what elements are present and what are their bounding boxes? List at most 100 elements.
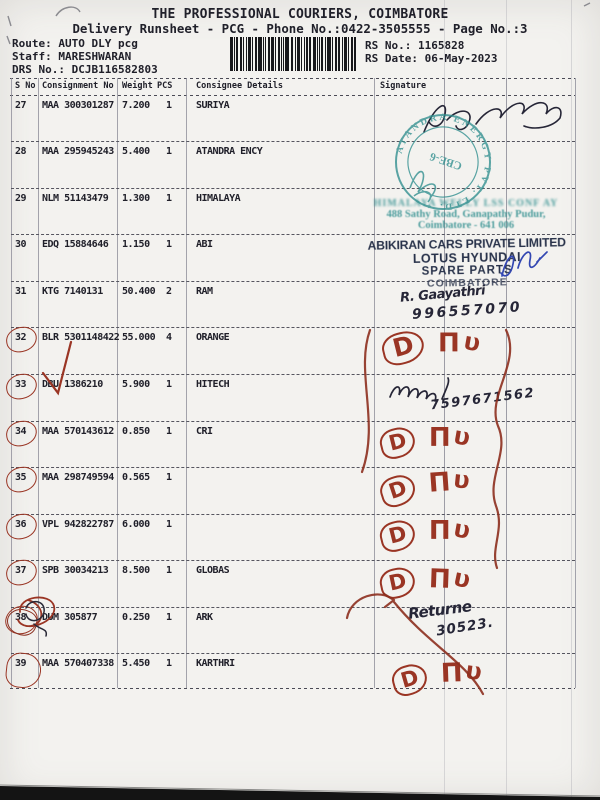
table-rows: 27 MAA 300301287 7.200 1 SURIYA 28 MAA 2959452… [11,96,575,701]
table-vline [186,78,187,688]
cell-consignee: KARTHRI [196,658,235,670]
cell-weight: 0.565 [122,472,150,484]
barcode [230,37,356,71]
scan-fold-line [571,0,572,800]
cell-signature: D Πυ [374,654,575,700]
table-row: 37 SPB 30034213 8.500 1 GLOBAS D Πυ [11,560,575,607]
cell-consignee: ABI [196,239,213,251]
cell-weight: 55.000 [122,332,156,344]
table-vline [575,78,576,688]
cell-consignment-no: MAA 300301287 [42,99,114,111]
cell-sno: 34 [15,425,27,437]
col-sno: S No [15,81,36,91]
cell-consignment-no: MAA 298749594 [42,472,114,484]
table-vline [444,78,445,688]
cell-consignment-no: DBU 1386210 [42,378,103,390]
col-signature: Signature [380,81,427,91]
cell-sno: 33 [15,378,27,390]
address-stamp-illegible-line: HIMALAYA WELLY LSS CONF AY [373,198,559,209]
cell-consignee: HIMALAYA [196,192,241,204]
drs-no-label: DRS No.: DCJB116582803 [12,63,158,76]
rs-date-label: RS Date: 06-May-2023 [365,52,498,65]
cell-pcs: 1 [166,425,172,437]
delivered-dtiv-mark: D Πυ [378,323,482,369]
cell-consignee: HITECH [196,378,230,390]
cell-consignment-no: KTG 7140131 [42,285,103,297]
table-vline [38,78,39,688]
cell-sno: 38 [15,611,27,623]
table-row: 34 MAA 570143612 0.850 1 CRI D Πυ [11,420,575,468]
cell-signature: D Πυ [374,465,575,514]
cell-weight: 8.500 [122,565,150,577]
table-row: 33 DBU 1386210 5.900 1 HITECH 7597671562 [11,373,575,421]
cell-pcs: 1 [166,565,172,577]
cell-signature: Returne 30523. [374,597,575,654]
address-stamp-city: Coimbatore - 641 006 [417,220,515,231]
cell-consignment-no: BLR 5301148422 [42,332,120,344]
cell-weight: 5.400 [122,146,150,158]
cell-weight: 1.150 [122,239,150,251]
cell-sno: 32 [15,332,27,344]
table-row: 29 NLM 51143479 1.300 1 HIMALAYA [11,187,575,235]
cell-weight: 5.450 [122,658,150,670]
delivered-dtiv-mark: D Πυ [377,514,472,555]
cell-consignee: ATANDRA ENCY [196,146,263,158]
cell-signature: D Πυ [374,514,575,561]
cell-signature: D Πυ [374,420,575,468]
cell-pcs: 2 [166,285,172,297]
cell-pcs: 1 [166,658,172,670]
cell-consignment-no: VPL 942822787 [42,518,114,530]
cell-sno: 39 [15,658,27,670]
cell-signature [374,96,575,142]
cell-weight: 5.900 [122,378,150,390]
table-row: 30 EDQ 15884646 1.150 1 ABI [11,234,575,281]
col-weight: Weight [122,81,153,91]
cell-sno: 29 [15,192,27,204]
table-header-rule [10,95,575,96]
cell-signature: D Πυ [374,327,575,374]
table-top-rule [10,78,575,79]
table-row: 39 MAA 570407338 5.450 1 KARTHRI D Πυ [11,653,575,700]
cell-sno: 31 [15,285,27,297]
cell-consignment-no: EDQ 15884646 [42,239,109,251]
delivered-dtiv-mark: D Πυ [388,656,483,700]
cell-consignee: CRI [196,425,213,437]
cell-pcs: 1 [166,611,172,623]
delivered-dtiv-mark: D Πυ [377,420,472,462]
table-bottom-rule [10,688,575,689]
table-row: 31 KTG 7140131 50.400 2 RAM R. Gaayathri 99655… [11,280,575,328]
cell-sno: 28 [15,146,27,158]
staff-label: Staff: MARESHWARAN [12,50,132,63]
cell-signature: D Πυ [374,561,575,607]
cell-consignee [186,515,374,561]
cell-consignment-no: MAA 570143612 [42,425,114,437]
cell-pcs: 1 [166,99,172,111]
cell-consignee: RAM [196,285,213,297]
col-consignee: Consignee Details [196,81,283,91]
cell-weight: 1.300 [122,192,150,204]
cell-weight: 0.850 [122,425,150,437]
cell-pcs: 1 [166,146,172,158]
table-row: 38 DUM 305877 0.250 1 ARK Returne 30523. [11,597,575,654]
cell-consignee: GLOBAS [196,565,230,577]
cell-pcs: 4 [166,332,172,344]
company-title: THE PROFESSIONAL COURIERS, COIMBATORE [151,7,449,22]
cell-consignee: ORANGE [196,332,230,344]
cell-pcs: 1 [166,192,172,204]
abikiran-rubber-stamp: ABIKIRAN CARS PRIVATE LIMITED LOTUS HYUN… [362,235,573,291]
cell-pcs: 1 [166,239,172,251]
table-row: 35 MAA 298749594 0.565 1 D Πυ [11,465,575,514]
cell-sno: 30 [15,239,27,251]
cell-weight: 7.200 [122,99,150,111]
receiver-signature-scribble [423,101,562,133]
cell-sno: 36 [15,518,27,530]
cell-consignee: ARK [196,611,213,623]
cell-sno: 27 [15,99,27,111]
col-consignment: Consignment No [42,81,114,91]
cell-signature: 7597671562 [374,375,575,421]
cell-sno: 35 [15,472,27,484]
cell-consignee: SURIYA [196,99,230,111]
cell-consignment-no: NLM 51143479 [42,192,109,204]
runsheet-title: Delivery Runsheet - PCG - Phone No.:0422… [72,21,528,36]
table-row: 28 MAA 295945243 5.400 1 ATANDRA ENCY [11,141,575,188]
